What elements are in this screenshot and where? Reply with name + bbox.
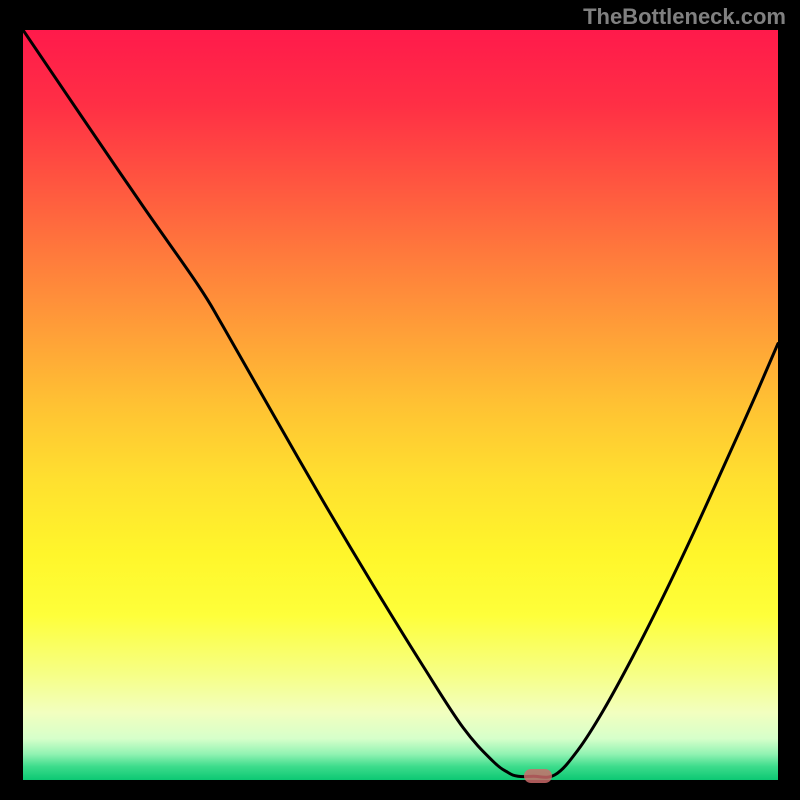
bottleneck-curve xyxy=(23,30,778,780)
plot-area xyxy=(23,30,778,780)
optimum-marker xyxy=(524,769,552,783)
chart-frame: TheBottleneck.com xyxy=(0,0,800,800)
watermark-text: TheBottleneck.com xyxy=(583,4,786,30)
